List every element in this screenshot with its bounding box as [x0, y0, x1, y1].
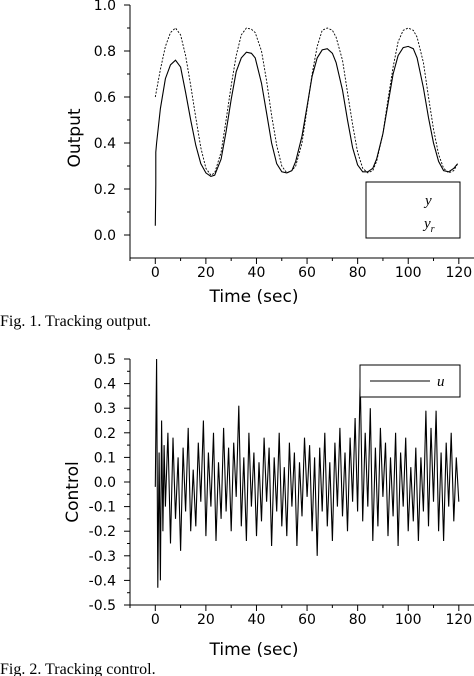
output-x-tick-label: 100: [395, 265, 422, 281]
control-y-tick-label: 0.0: [94, 475, 116, 491]
output-legend-label-y: y: [423, 193, 432, 209]
control-y-tick-label: 0.3: [94, 401, 116, 417]
output-y-axis-title: Output: [65, 108, 85, 167]
output-plot-layer: 0.0 0.2 0.4 0.6 0.8 1.0 0 20 40 60 80 100 120: [94, 0, 474, 281]
output-y-tick-label: 0.2: [94, 182, 116, 198]
control-chart: -0.5 -0.4 -0.3 -0.2 -0.1 0.0 0.1 0.2 0.3 0.4 0.5 0 2…: [63, 352, 474, 660]
output-y-tick-label: 1.0: [94, 0, 116, 14]
figure1-caption: Fig. 1. Tracking output.: [0, 313, 151, 330]
control-y-axis-title: Control: [63, 461, 83, 522]
control-legend-label-u: u: [437, 374, 445, 390]
output-y-tick-label: 0.0: [94, 228, 116, 244]
output-legend-box: [365, 181, 461, 239]
control-y-tick-label: 0.1: [94, 450, 116, 466]
control-x-tick-label: 20: [197, 612, 215, 628]
output-x-axis-title: Time (sec): [209, 287, 299, 307]
control-x-tick-label: 0: [151, 612, 160, 628]
output-x-tick-label: 120: [445, 265, 472, 281]
control-x-tick-label: 100: [395, 612, 422, 628]
control-y-tick-label: -0.3: [89, 549, 116, 565]
control-y-tick-label: -0.1: [89, 500, 116, 516]
output-x-tick-label: 80: [349, 265, 367, 281]
control-x-tick-label: 60: [298, 612, 316, 628]
control-plot-layer: -0.5 -0.4 -0.3 -0.2 -0.1 0.0 0.1 0.2 0.3 0.4 0.5 0 2…: [89, 352, 474, 628]
control-y-tick-label: 0.5: [94, 352, 116, 368]
control-x-axis-title: Time (sec): [209, 640, 299, 660]
output-x-tick-label: 60: [298, 265, 316, 281]
output-chart: 0.0 0.2 0.4 0.6 0.8 1.0 0 20 40 60 80 100 120 y yr T…: [65, 0, 474, 307]
control-x-tick-label: 80: [349, 612, 367, 628]
output-x-tick-label: 0: [151, 265, 160, 281]
output-y-tick-label: 0.6: [94, 90, 116, 106]
output-x-tick-label: 20: [197, 265, 215, 281]
output-series-yr-line: [154, 27, 458, 176]
control-y-tick-label: -0.4: [89, 573, 116, 589]
output-y-tick-label: 0.4: [94, 136, 116, 152]
figure2-caption: Fig. 2. Tracking control.: [0, 661, 156, 676]
output-x-tick-label: 40: [248, 265, 266, 281]
control-y-tick-label: 0.4: [94, 377, 116, 393]
control-x-tick-label: 120: [445, 612, 472, 628]
output-legend-label-yr: yr: [422, 216, 435, 235]
output-y-tick-label: 0.8: [94, 44, 116, 60]
control-y-tick-label: -0.2: [89, 524, 116, 540]
control-y-tick-label: -0.5: [89, 598, 116, 614]
control-series-u-line: [154, 358, 460, 588]
control-x-tick-label: 40: [248, 612, 266, 628]
control-y-tick-label: 0.2: [94, 426, 116, 442]
output-series-y-line: [154, 45, 459, 226]
